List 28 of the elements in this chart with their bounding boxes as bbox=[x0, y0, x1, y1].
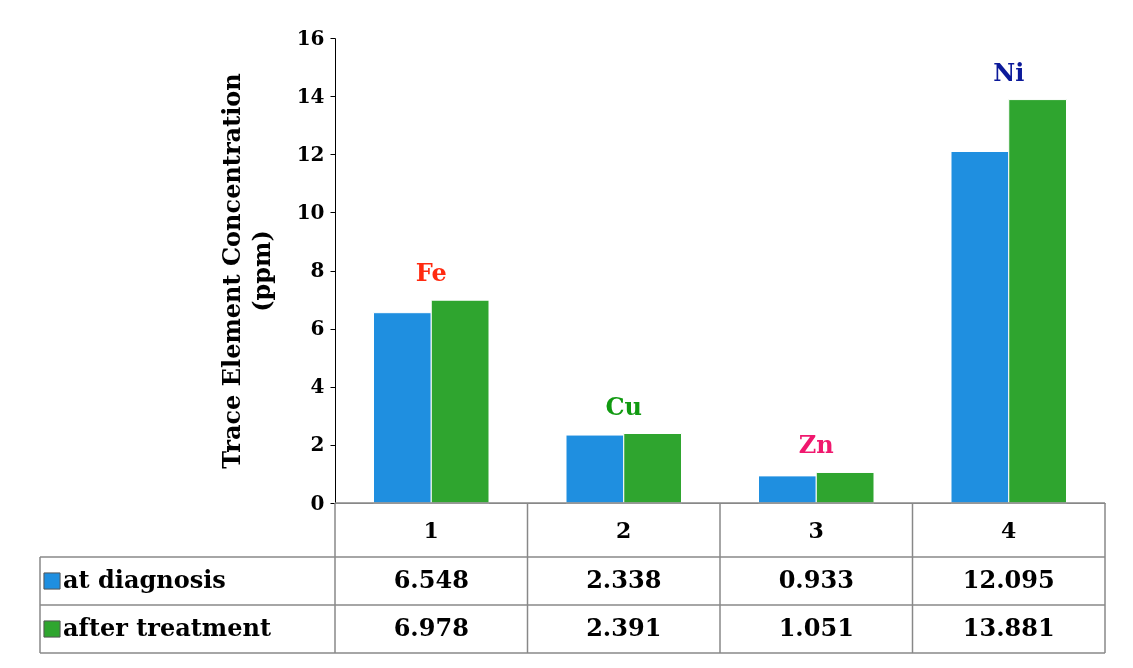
data-label: 2.391 bbox=[586, 613, 662, 642]
y-tick-label: 10 bbox=[296, 199, 325, 224]
data-label: 12.095 bbox=[962, 565, 1055, 594]
x-tick-label: 1 bbox=[423, 516, 439, 543]
data-label: 13.881 bbox=[962, 613, 1055, 642]
y-tick-label: 12 bbox=[296, 141, 325, 166]
y-axis-title: Trace Element Concentration (ppm) bbox=[216, 73, 276, 469]
y-tick-label: 8 bbox=[310, 258, 325, 282]
y-tick-label: 2 bbox=[310, 432, 325, 457]
data-label: 6.548 bbox=[393, 565, 469, 594]
y-tick-label: 14 bbox=[296, 83, 325, 108]
annotation: Fe bbox=[415, 258, 447, 288]
y-tick-label: 6 bbox=[310, 316, 325, 341]
x-tick-label: 3 bbox=[808, 516, 824, 543]
data-label: 6.978 bbox=[393, 613, 469, 642]
data-label: 1.051 bbox=[778, 613, 854, 642]
y-tick-label: 16 bbox=[296, 25, 325, 50]
y-tick-label: 0 bbox=[310, 490, 325, 515]
annotation: Ni bbox=[993, 57, 1025, 87]
x-tick-label: 2 bbox=[616, 516, 632, 543]
annotation: Cu bbox=[605, 391, 643, 421]
data-label: 0.933 bbox=[778, 565, 854, 594]
x-tick-label: 4 bbox=[1001, 516, 1017, 543]
y-tick-label: 4 bbox=[310, 374, 325, 399]
annotation: Zn bbox=[798, 430, 834, 460]
legend-label: at diagnosis bbox=[63, 565, 226, 594]
data-label: 2.338 bbox=[586, 565, 662, 594]
legend-label: after treatment bbox=[63, 613, 272, 642]
